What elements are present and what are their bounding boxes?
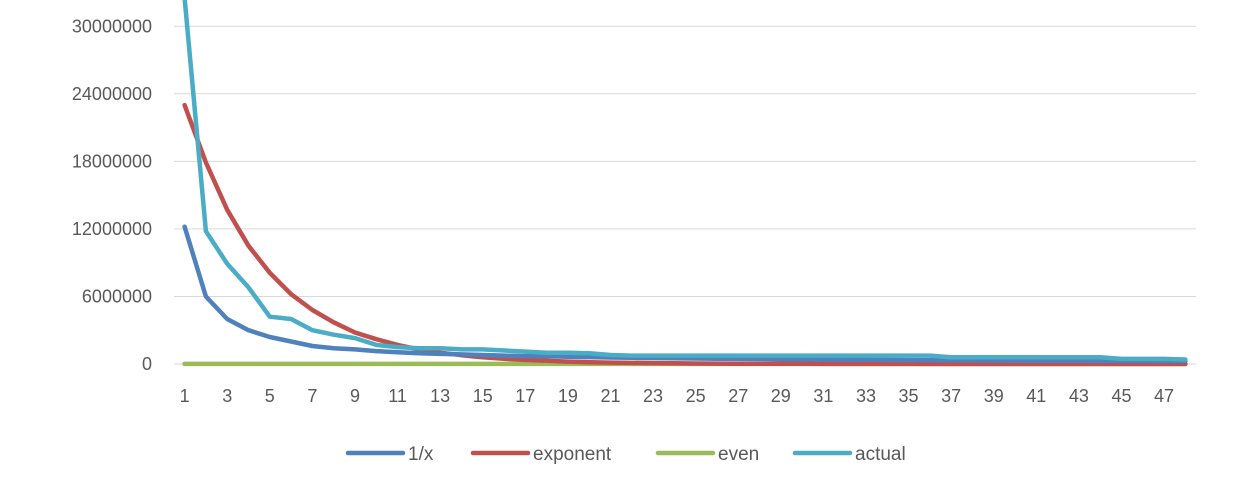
y-tick-label: 0 [142, 354, 152, 374]
x-tick-label: 9 [350, 386, 360, 406]
series-lines [182, 0, 1188, 367]
y-tick-label: 12000000 [72, 219, 152, 239]
x-tick-label: 41 [1026, 386, 1046, 406]
y-tick-label: 30000000 [72, 16, 152, 36]
x-tick-label: 37 [941, 386, 961, 406]
x-tick-label: 7 [307, 386, 317, 406]
x-tick-label: 15 [473, 386, 493, 406]
y-axis-ticks: 0 6000000 12000000 18000000 24000000 30000000 [72, 16, 152, 374]
legend-label: even [718, 444, 759, 465]
legend-label: exponent [533, 444, 612, 465]
series-line-exponent [182, 102, 1188, 367]
x-tick-label: 19 [558, 386, 578, 406]
legend-label: 1/x [408, 444, 434, 465]
x-tick-label: 3 [222, 386, 232, 406]
x-tick-label: 39 [984, 386, 1004, 406]
x-tick-label: 25 [686, 386, 706, 406]
x-tick-label: 45 [1111, 386, 1131, 406]
legend: 1/x exponent even actual [345, 444, 906, 465]
series-line-actual [182, 0, 1188, 362]
x-tick-label: 13 [430, 386, 450, 406]
gridlines [174, 25, 1196, 365]
x-tick-label: 5 [265, 386, 275, 406]
y-tick-label: 18000000 [72, 151, 152, 171]
x-axis-ticks: 1 3 5 7 9 11 13 15 17 19 21 23 25 27 29 31 33 35 37 39 41 43 4… [180, 386, 1174, 406]
x-tick-label: 35 [899, 386, 919, 406]
series-line-1-x [182, 224, 1188, 364]
legend-label: actual [855, 444, 906, 465]
x-tick-label: 47 [1154, 386, 1174, 406]
x-tick-label: 31 [813, 386, 833, 406]
x-tick-label: 33 [856, 386, 876, 406]
x-tick-label: 43 [1069, 386, 1089, 406]
x-tick-label: 29 [771, 386, 791, 406]
y-tick-label: 6000000 [82, 286, 152, 306]
y-tick-label: 24000000 [72, 84, 152, 104]
x-tick-label: 21 [600, 386, 620, 406]
x-tick-label: 17 [515, 386, 535, 406]
x-tick-label: 23 [643, 386, 663, 406]
x-tick-label: 27 [728, 386, 748, 406]
x-tick-label: 11 [388, 386, 407, 406]
x-tick-label: 1 [180, 386, 190, 406]
